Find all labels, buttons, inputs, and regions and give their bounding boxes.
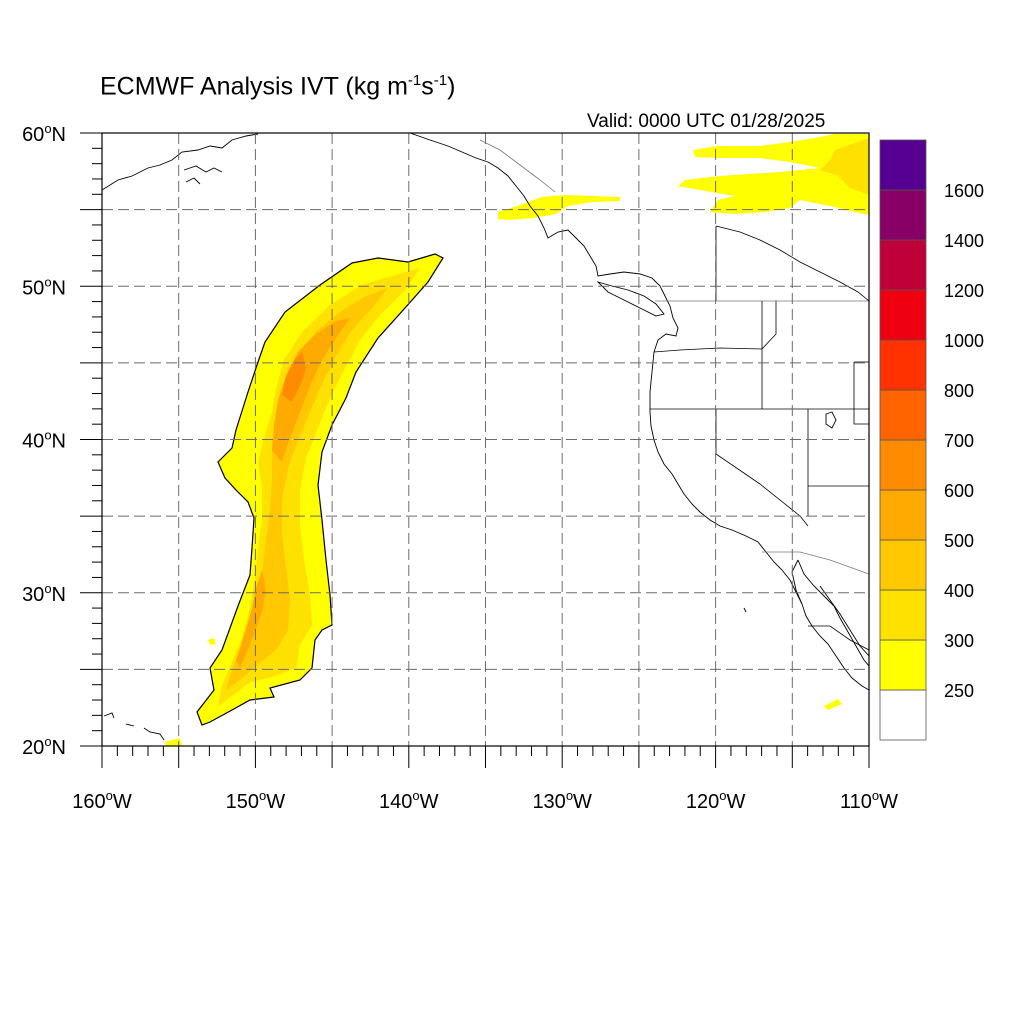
- colorbar-level-label: 300: [944, 631, 974, 651]
- lon-label: 110oW: [840, 788, 898, 813]
- border-mexico-states: [808, 625, 869, 651]
- coastlines: [102, 133, 869, 741]
- latitude-labels: 20oN 30oN 40oN 50oN 60oN: [22, 121, 66, 759]
- political-borders: [479, 139, 869, 651]
- coastline-gulf-california: [797, 559, 869, 667]
- border-wa-or: [653, 301, 777, 353]
- colorbar-swatch: [879, 239, 927, 291]
- graticule: [102, 133, 869, 746]
- border-alaska-canada: [479, 139, 556, 193]
- coastline-alaska-west: [102, 133, 259, 191]
- lon-label: 160oW: [72, 788, 132, 813]
- ivt-patch-small: [208, 638, 216, 645]
- colorbar-level-label: 1600: [944, 181, 984, 201]
- colorbar-swatch: [879, 439, 927, 491]
- lat-label: 40oN: [22, 428, 66, 453]
- colorbar-swatch: [879, 589, 927, 641]
- ivt-plume-600-south: [236, 570, 266, 668]
- ivt-patch-alaska: [498, 195, 620, 220]
- colorbar-swatch: [879, 489, 927, 541]
- coastline-small-island: [743, 607, 747, 613]
- colorbar-swatch: [879, 339, 927, 391]
- colorbar-level-label: 250: [944, 681, 974, 701]
- colorbar-swatch: [879, 639, 927, 691]
- ivt-shaded-field: [165, 134, 869, 746]
- lon-label: 140oW: [379, 788, 439, 813]
- ivt-plume-500: [226, 288, 388, 690]
- coastline-vancouver-island: [596, 281, 665, 317]
- colorbar-swatch: [879, 389, 927, 441]
- lat-label: 60oN: [22, 121, 66, 146]
- ivt-patch-canada-400: [820, 138, 869, 195]
- lon-label: 120oW: [686, 788, 746, 813]
- colorbar-swatch: [879, 139, 927, 191]
- coastline-great-salt-lake: [825, 411, 837, 429]
- lon-label: 130oW: [532, 788, 592, 813]
- colorbar-level-label: 700: [944, 431, 974, 451]
- colorbar: 250 300 400 500 600 700 800 1000 1200 1400 1600: [879, 139, 984, 741]
- coastline-mainland-mexico: [819, 585, 869, 657]
- valid-time-label: Valid: 0000 UTC 01/28/2025: [587, 111, 826, 132]
- coastline-alaska-islands: [183, 165, 223, 185]
- coastline-alaska-panhandle: [409, 133, 679, 353]
- colorbar-level-label: 500: [944, 531, 974, 551]
- coastline-west-coast: [649, 351, 869, 691]
- colorbar-level-label: 1000: [944, 331, 984, 351]
- colorbar-level-label: 400: [944, 581, 974, 601]
- colorbar-swatch: [879, 189, 927, 241]
- ivt-patch-mexico: [824, 699, 842, 710]
- colorbar-level-label: 1200: [944, 281, 984, 301]
- colorbar-swatch: [879, 689, 927, 741]
- border-us-mexico: [762, 551, 869, 575]
- axis-ticks: [80, 132, 870, 768]
- border-ca-nv: [715, 409, 809, 527]
- chart-title: ECMWF Analysis IVT (kg m-1s-1): [100, 72, 456, 101]
- colorbar-swatch: [879, 289, 927, 341]
- coastline-aleutians: [103, 712, 165, 741]
- colorbar-level-label: 600: [944, 481, 974, 501]
- lat-label: 30oN: [22, 581, 66, 606]
- colorbar-level-label: 800: [944, 381, 974, 401]
- lat-label: 50oN: [22, 274, 66, 299]
- lat-label: 20oN: [22, 734, 66, 759]
- ivt-patch-hawaii: [165, 738, 182, 746]
- longitude-labels: 160oW 150oW 140oW 130oW 120oW 110oW: [72, 788, 898, 813]
- ivt-patch-canada: [678, 134, 869, 215]
- colorbar-level-label: 1400: [944, 231, 984, 251]
- ivt-plume-700: [282, 352, 306, 402]
- border-id-wy: [853, 361, 869, 425]
- lon-label: 150oW: [226, 788, 286, 813]
- ivt-plume-600: [272, 318, 350, 462]
- colorbar-swatch: [879, 539, 927, 591]
- coastline-baja: [791, 559, 803, 605]
